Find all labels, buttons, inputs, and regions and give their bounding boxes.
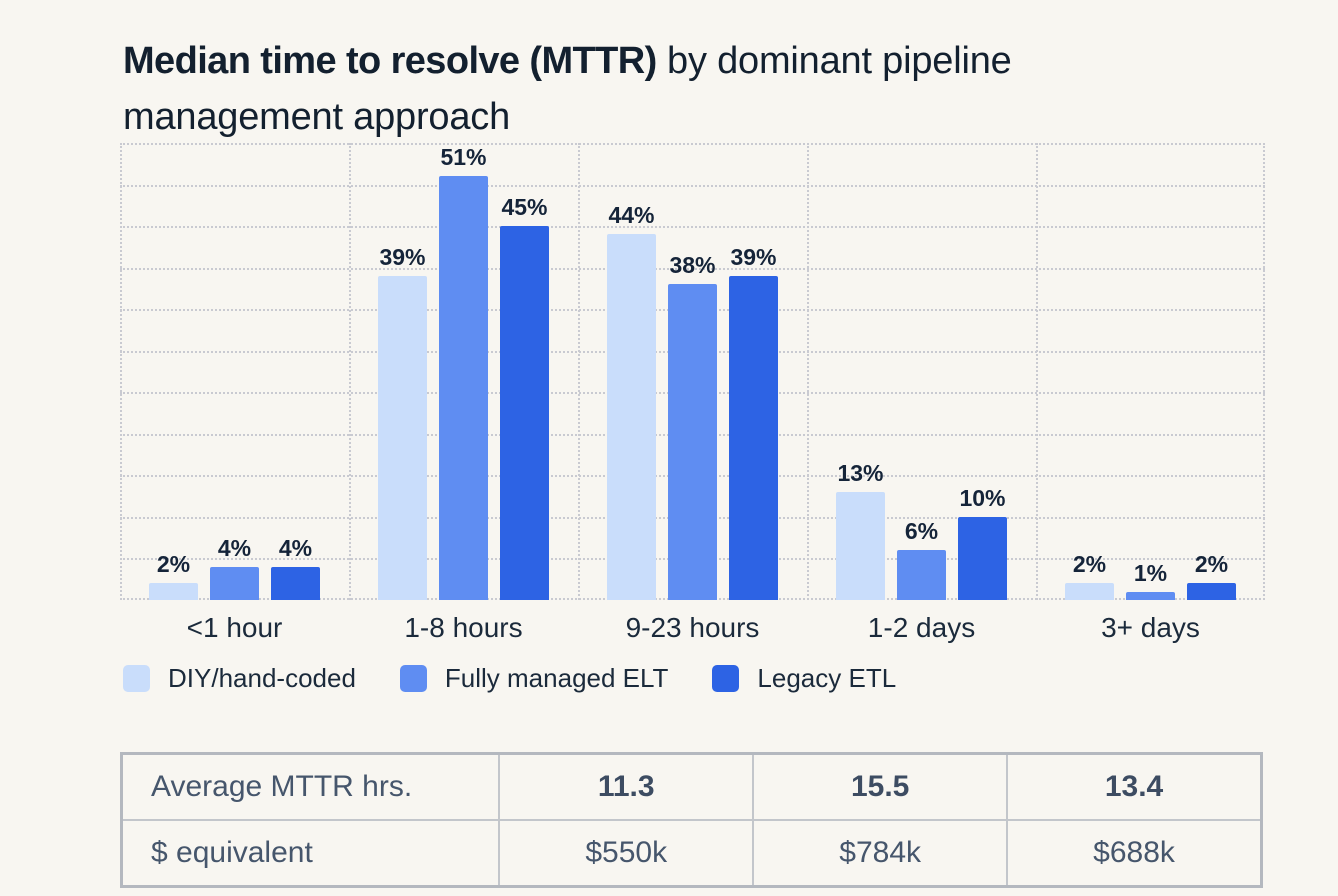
bar-cell: 45% xyxy=(500,143,549,600)
chart-title: Median time to resolve (MTTR) by dominan… xyxy=(123,33,1303,145)
legend-swatch xyxy=(123,665,150,692)
bar-Legacy ETL xyxy=(1187,583,1236,600)
bar-value-label: 44% xyxy=(608,202,655,229)
bar-value-label: 10% xyxy=(959,484,1006,511)
gridline-vertical xyxy=(807,143,809,600)
bar-chart: 2% 4% 4% 39% 51% 45% 44% 38% 39% 13% 6% 10% 2% 1% 2% <… xyxy=(120,143,1265,644)
x-axis-label: 3+ days xyxy=(1101,612,1200,643)
legend-swatch xyxy=(712,665,740,692)
bar-DIY/hand-coded xyxy=(836,491,885,600)
bar-cell: 2% xyxy=(1187,143,1236,600)
bar-Legacy ETL xyxy=(500,226,549,600)
bar-cell: 4% xyxy=(210,143,259,600)
bar-cell: 44% xyxy=(607,143,656,600)
bar-cell: 51% xyxy=(439,143,488,600)
x-axis-label: 1-2 days xyxy=(867,612,976,643)
table-row-label: $ equivalent xyxy=(151,836,313,869)
bar-cell: 39% xyxy=(378,143,427,600)
table-cell-value: 13.4 xyxy=(1006,755,1260,819)
gridline-horizontal xyxy=(120,184,1265,187)
legend-item: Legacy ETL xyxy=(712,663,896,694)
table-row-label: Average MTTR hrs. xyxy=(151,770,413,803)
table-row: Average MTTR hrs. 11.3 15.5 13.4 xyxy=(123,755,1260,819)
bar-Fully managed ELT xyxy=(1126,591,1175,600)
gridline-horizontal xyxy=(120,267,1265,270)
bar-Fully managed ELT xyxy=(668,284,717,600)
bar-value-label: 2% xyxy=(156,551,191,578)
legend-item: Fully managed ELT xyxy=(399,663,669,694)
table-cell-value: $784k xyxy=(752,821,1006,885)
bar-Legacy ETL xyxy=(958,516,1007,600)
table-cell-value: 15.5 xyxy=(752,755,1006,819)
bar-value-label: 45% xyxy=(501,194,548,221)
gridline-horizontal xyxy=(120,226,1265,229)
bar-value-label: 39% xyxy=(730,243,777,270)
bar-value-label: 51% xyxy=(440,144,487,171)
bar-group: 13% 6% 10% xyxy=(807,143,1036,600)
bar-cell: 1% xyxy=(1126,143,1175,600)
bar-cell: 2% xyxy=(1065,143,1114,600)
bar-group: 2% 1% 2% xyxy=(1036,143,1265,600)
bar-value-label: 6% xyxy=(904,518,939,545)
bar-DIY/hand-coded xyxy=(1065,583,1114,600)
bar-DIY/hand-coded xyxy=(607,234,656,600)
bar-group: 44% 38% 39% xyxy=(578,143,807,600)
gridline-vertical xyxy=(1036,143,1038,600)
bar-value-label: 38% xyxy=(669,252,716,279)
bar-value-label: 4% xyxy=(217,534,252,561)
bar-group: 2% 4% 4% xyxy=(120,143,349,600)
bar-cell: 4% xyxy=(271,143,320,600)
x-axis-labels: <1 hour 1-8 hours 9-23 hours 1-2 days 3+ day… xyxy=(120,612,1265,644)
mttr-summary-table: Average MTTR hrs. 11.3 15.5 13.4 $ equivalen… xyxy=(120,752,1263,888)
bar-Fully managed ELT xyxy=(897,550,946,600)
bar-group: 39% 51% 45% xyxy=(349,143,578,600)
bar-Legacy ETL xyxy=(271,566,320,600)
table-cell-value: $550k xyxy=(498,821,752,885)
x-axis-label: 9-23 hours xyxy=(625,612,760,643)
table-cell-value: $688k xyxy=(1006,821,1260,885)
gridline-horizontal xyxy=(120,143,1265,145)
bar-DIY/hand-coded xyxy=(378,275,427,600)
x-axis-label: <1 hour xyxy=(186,612,283,643)
gridline-vertical xyxy=(1263,143,1265,600)
bar-value-label: 2% xyxy=(1194,551,1229,578)
gridline-vertical xyxy=(349,143,351,600)
legend-label: Legacy ETL xyxy=(757,663,897,693)
bar-Legacy ETL xyxy=(729,275,778,600)
bar-value-label: 4% xyxy=(278,534,313,561)
plot-area: 2% 4% 4% 39% 51% 45% 44% 38% 39% 13% 6% 10% 2% 1% 2% xyxy=(120,143,1265,600)
bar-value-label: 39% xyxy=(379,243,426,270)
x-axis-label: 1-8 hours xyxy=(404,612,523,643)
bar-cell: 13% xyxy=(836,143,885,600)
chart-title-bold: Median time to resolve (MTTR) xyxy=(123,40,657,83)
chart-title-line2: management approach xyxy=(123,96,511,139)
chart-title-rest: by dominant pipeline xyxy=(656,40,1012,83)
legend: DIY/hand-coded Fully managed ELT Legacy ET… xyxy=(123,663,896,694)
legend-label: DIY/hand-coded xyxy=(168,663,356,693)
bar-value-label: 1% xyxy=(1133,559,1168,586)
bar-cell: 10% xyxy=(958,143,1007,600)
bar-Fully managed ELT xyxy=(439,176,488,600)
legend-item: DIY/hand-coded xyxy=(123,663,356,694)
table-row: $ equivalent $550k $784k $688k xyxy=(123,819,1260,885)
legend-swatch xyxy=(399,665,427,692)
bar-cell: 2% xyxy=(149,143,198,600)
bar-cell: 6% xyxy=(897,143,946,600)
bar-Fully managed ELT xyxy=(210,566,259,600)
bar-cell: 39% xyxy=(729,143,778,600)
gridline-vertical xyxy=(578,143,580,600)
bar-value-label: 13% xyxy=(837,459,884,486)
bar-DIY/hand-coded xyxy=(149,583,198,600)
gridline-vertical xyxy=(120,143,122,600)
bar-cell: 38% xyxy=(668,143,717,600)
legend-label: Fully managed ELT xyxy=(444,663,669,693)
bar-value-label: 2% xyxy=(1072,551,1107,578)
table-cell-value: 11.3 xyxy=(498,755,752,819)
